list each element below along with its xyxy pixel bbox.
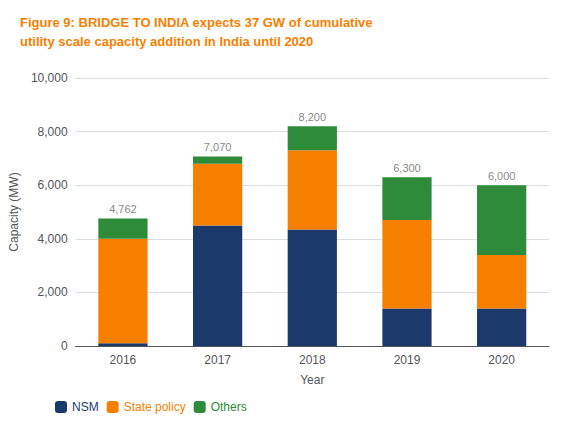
- svg-text:Capacity (MW): Capacity (MW): [7, 172, 21, 251]
- svg-text:4,762: 4,762: [109, 203, 137, 215]
- svg-text:0: 0: [61, 339, 68, 353]
- svg-text:NSM: NSM: [72, 400, 99, 414]
- svg-text:4,000: 4,000: [38, 232, 68, 246]
- svg-text:Year: Year: [300, 373, 324, 387]
- svg-text:utility scale capacity additio: utility scale capacity addition in India…: [20, 34, 313, 49]
- svg-text:State policy: State policy: [124, 400, 186, 414]
- svg-text:8,000: 8,000: [38, 125, 68, 139]
- svg-text:2018: 2018: [299, 353, 326, 367]
- svg-text:6,000: 6,000: [488, 170, 516, 182]
- svg-text:2016: 2016: [110, 353, 137, 367]
- svg-text:2019: 2019: [394, 353, 421, 367]
- svg-text:2,000: 2,000: [38, 285, 68, 299]
- svg-text:10,000: 10,000: [31, 71, 68, 85]
- svg-text:6,300: 6,300: [393, 162, 421, 174]
- svg-text:8,200: 8,200: [299, 111, 327, 123]
- svg-text:Others: Others: [211, 400, 247, 414]
- svg-text:6,000: 6,000: [38, 178, 68, 192]
- svg-text:2017: 2017: [204, 353, 231, 367]
- svg-text:2020: 2020: [488, 353, 515, 367]
- svg-text:Figure 9: BRIDGE TO INDIA expe: Figure 9: BRIDGE TO INDIA expects 37 GW …: [20, 15, 373, 30]
- svg-text:7,070: 7,070: [204, 141, 232, 153]
